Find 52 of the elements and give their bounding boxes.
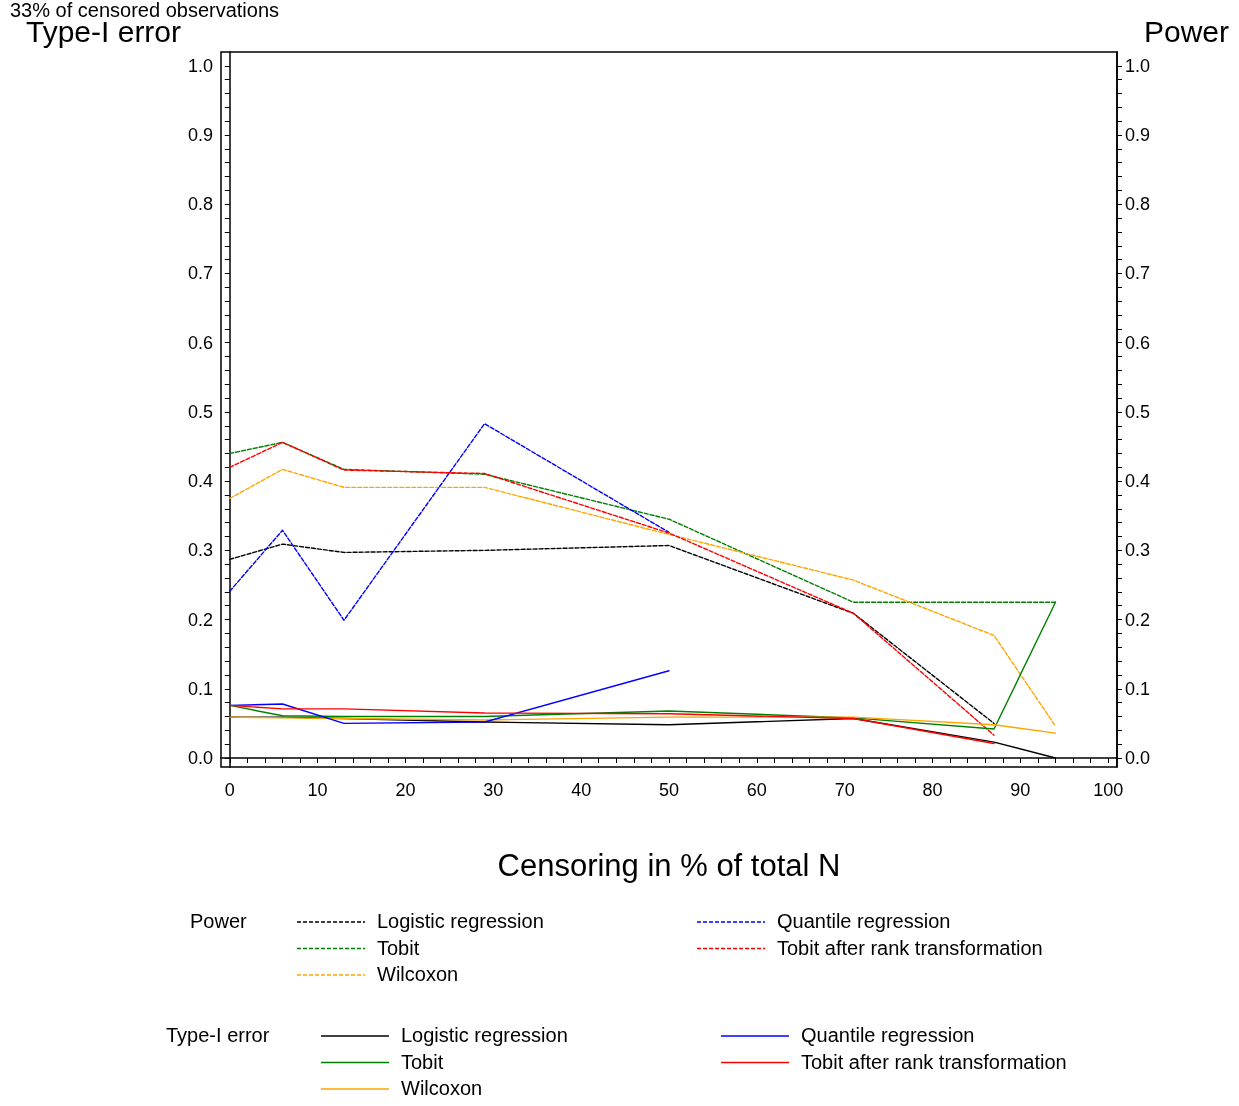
y-tick-label: 0.8 — [187, 194, 213, 215]
y-tick-label: 0.2 — [187, 609, 213, 630]
x-tick-label: 100 — [1093, 780, 1124, 800]
y-tick-label: 1.0 — [187, 55, 213, 76]
y2-tick-label: 0.6 — [1125, 332, 1151, 353]
y-tick-label: 0.4 — [187, 471, 213, 492]
y-tick-label: 0.0 — [187, 748, 213, 768]
line-series — [229, 441, 995, 736]
y2-tick-label: 1.0 — [1125, 55, 1151, 76]
line-series — [229, 468, 1057, 727]
legend-label: Wilcoxon — [401, 1077, 483, 1099]
x-tick-label: 60 — [746, 780, 767, 800]
y-tick-label: 0.3 — [187, 540, 213, 561]
line-series — [229, 704, 995, 745]
y-tick-label: 0.5 — [187, 401, 213, 422]
legend-label: Tobit — [377, 936, 420, 959]
x-axis-title: Censoring in % of total N — [497, 847, 841, 883]
y-tick-label: 0.6 — [187, 332, 213, 353]
y2-tick-label: 0.5 — [1125, 401, 1151, 422]
x-tick-label: 10 — [307, 780, 328, 800]
y-tick-label: 0.7 — [187, 263, 213, 284]
x-tick-label: 80 — [922, 780, 943, 800]
legend-label: Quantile regression — [801, 1024, 975, 1046]
y2-tick-label: 0.9 — [1125, 125, 1151, 146]
legend-label: Tobit after rank transformation — [801, 1050, 1067, 1073]
line-series — [229, 422, 670, 621]
y2-tick-label: 0.2 — [1125, 609, 1151, 630]
x-tick-label: 30 — [483, 780, 504, 800]
y2-tick-label: 0.3 — [1125, 540, 1151, 561]
text: Power — [190, 910, 247, 932]
x-tick-label: 40 — [571, 780, 592, 800]
y2-axis-title: Power — [1143, 14, 1230, 48]
x-tick-label: 50 — [658, 780, 680, 800]
legend-label: Logistic regression — [377, 910, 544, 932]
legend-label: Tobit — [401, 1050, 444, 1073]
legend-label: Logistic regression — [401, 1024, 568, 1046]
x-tick-label: 70 — [834, 780, 855, 800]
line-series — [229, 716, 1057, 734]
y2-tick-label: 0.0 — [1125, 748, 1151, 768]
x-tick-label: 20 — [395, 780, 416, 800]
y-tick-label: 0.1 — [187, 678, 213, 699]
x-tick-label: 90 — [1010, 780, 1031, 800]
text: Type-I error — [166, 1024, 270, 1046]
y2-tick-label: 0.1 — [1125, 678, 1151, 699]
legend-label: Wilcoxon — [377, 963, 459, 985]
legend-label: Tobit after rank transformation — [777, 936, 1043, 959]
legend-label: Quantile regression — [777, 910, 951, 932]
y2-tick-label: 0.4 — [1125, 471, 1151, 492]
x-tick-label: 0 — [224, 780, 235, 800]
y2-tick-label: 0.7 — [1125, 263, 1151, 284]
y2-tick-label: 0.8 — [1125, 194, 1151, 215]
y-tick-label: 0.9 — [187, 125, 213, 146]
